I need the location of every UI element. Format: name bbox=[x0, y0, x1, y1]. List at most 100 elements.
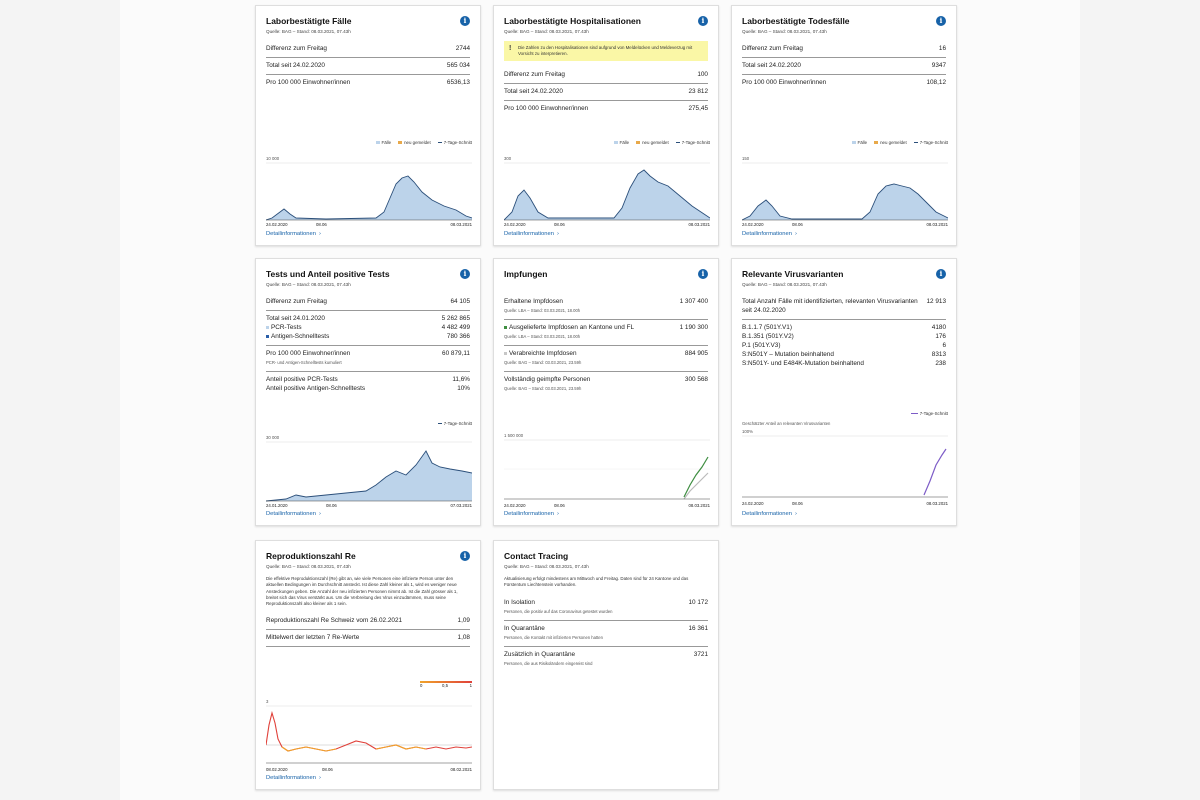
chevron-right-icon: › bbox=[318, 231, 321, 237]
card-source: Quelle: BAG – Stand: 08.03.2021, 07.43h bbox=[504, 29, 589, 34]
stat-row: Total Anzahl Fälle mit identifizierten, … bbox=[742, 294, 946, 320]
card-cases: Laborbestätigte Fälle Quelle: BAG – Stan… bbox=[255, 5, 481, 246]
vacc-plot bbox=[504, 439, 710, 500]
card-title: Tests und Anteil positive Tests bbox=[266, 269, 390, 279]
stat-row: Reproduktionszahl Re Schweiz vom 26.02.2… bbox=[266, 613, 470, 631]
variant-row: S:N501Y – Mutation beinhaltend 8313 bbox=[742, 351, 946, 358]
card-title: Laborbestätigte Fälle bbox=[266, 16, 352, 26]
info-icon[interactable]: i bbox=[698, 16, 708, 26]
warning-box: ! Die Zahlen zu den Hospitalisationen sin… bbox=[504, 41, 708, 61]
info-icon[interactable]: i bbox=[936, 16, 946, 26]
stat-row: Anteil positive Antigen-Schnelltests 10% bbox=[266, 385, 470, 392]
color-scale: 0 0,5 1 bbox=[420, 681, 472, 688]
deaths-plot bbox=[742, 162, 948, 221]
repro-plot bbox=[266, 705, 472, 764]
info-icon[interactable]: i bbox=[936, 269, 946, 279]
detail-link[interactable]: Detailinformationen › bbox=[266, 775, 321, 781]
variant-row: S:N501Y- und E484K-Mutation beinhaltend 2… bbox=[742, 360, 946, 367]
card-reproduction: Reproduktionszahl Re Quelle: BAG – Stand… bbox=[255, 540, 481, 790]
contact-row: In Quarantäne Personen, die Kontakt mit i… bbox=[504, 621, 708, 647]
card-tests: Tests und Anteil positive Tests Quelle: … bbox=[255, 258, 481, 526]
chevron-right-icon: › bbox=[318, 775, 321, 781]
contact-row: Zusätzlich in Quarantäne Personen, die au… bbox=[504, 650, 708, 666]
detail-link[interactable]: Detailinformationen › bbox=[742, 231, 797, 237]
chart-legend: Fälle neu gemeldet 7-Tage-Schnitt bbox=[742, 140, 948, 145]
y-max-label: 150 bbox=[742, 156, 750, 161]
variant-row: P.1 (501Y.V3) 6 bbox=[742, 342, 946, 349]
card-source: Quelle: BAG – Stand: 08.03.2021, 07.43h bbox=[266, 29, 351, 34]
y-max-label: 100% bbox=[742, 429, 753, 434]
chevron-right-icon: › bbox=[794, 231, 797, 237]
y-max-label: 30 000 bbox=[266, 435, 280, 440]
cases-chart: Fälle neu gemeldet 7-Tage-Schnitt 10 000… bbox=[266, 140, 472, 227]
stat-row: Anteil positive PCR-Tests 11,6% bbox=[266, 376, 470, 383]
chart-legend: 7-Tage-Schnitt bbox=[742, 411, 948, 416]
card-variants: Relevante Virusvarianten Quelle: BAG – S… bbox=[731, 258, 957, 526]
vacc-row: Erhaltene Impfdosen Quelle: LBA – Stand: … bbox=[504, 294, 708, 320]
description: Die effektive Reproduktionszahl (Re) gib… bbox=[266, 576, 458, 607]
detail-link[interactable]: Detailinformationen › bbox=[742, 511, 797, 517]
chevron-right-icon: › bbox=[794, 511, 797, 517]
card-source: Quelle: BAG – Stand: 08.03.2021, 07.43h bbox=[742, 282, 827, 287]
card-contact-tracing: Contact Tracing Quelle: BAG – Stand: 08.… bbox=[493, 540, 719, 790]
card-source: Quelle: BAG – Stand: 08.03.2021, 07.43h bbox=[266, 564, 351, 569]
stat-row: Total seit 24.02.2020 565 034 bbox=[266, 58, 470, 75]
stat-row: Differenz zum Freitag 2744 bbox=[266, 41, 470, 58]
card-deaths: Laborbestätigte Todesfälle Quelle: BAG –… bbox=[731, 5, 957, 246]
y-max-label: 10 000 bbox=[266, 156, 280, 161]
stat-row: Total seit 24.02.2020 9347 bbox=[742, 58, 946, 75]
variants-plot bbox=[742, 435, 948, 498]
info-icon[interactable]: i bbox=[460, 16, 470, 26]
variant-row: B.1.1.7 (501Y.V1) 4180 bbox=[742, 324, 946, 331]
chevron-right-icon: › bbox=[318, 511, 321, 517]
stat-row: Differenz zum Freitag 100 bbox=[504, 67, 708, 84]
y-max-label: 3 bbox=[266, 699, 269, 704]
stat-group: Total seit 24.01.2020 5 262 865 PCR-Tests… bbox=[266, 311, 470, 346]
hosp-plot bbox=[504, 162, 710, 221]
cases-plot bbox=[266, 162, 472, 221]
chart-legend: Fälle neu gemeldet 7-Tage-Schnitt bbox=[504, 140, 710, 145]
warning-icon: ! bbox=[509, 45, 512, 52]
detail-link[interactable]: Detailinformationen › bbox=[504, 511, 559, 517]
vacc-row: Vollständig geimpfte Personen Quelle: BAG… bbox=[504, 376, 708, 391]
vacc-row: Verabreichte Impfdosen Quelle: BAG – Stan… bbox=[504, 346, 708, 372]
card-title: Impfungen bbox=[504, 269, 548, 279]
tests-plot bbox=[266, 441, 472, 502]
vacc-row: Ausgelieferte Impfdosen an Kantone und F… bbox=[504, 320, 708, 346]
chevron-right-icon: › bbox=[556, 231, 559, 237]
detail-link[interactable]: Detailinformationen › bbox=[266, 231, 321, 237]
card-source: Quelle: BAG – Stand: 08.03.2021, 07.43h bbox=[266, 282, 351, 287]
info-icon[interactable]: i bbox=[460, 551, 470, 561]
hosp-chart: Fälle neu gemeldet 7-Tage-Schnitt 300 24… bbox=[504, 140, 710, 227]
chart-legend: 7-Tage-Schnitt bbox=[266, 421, 472, 426]
card-source: Quelle: BAG – Stand: 08.03.2021, 07.43h bbox=[504, 564, 589, 569]
stat-row: Differenz zum Freitag 64 105 bbox=[266, 294, 470, 311]
detail-link[interactable]: Detailinformationen › bbox=[504, 231, 559, 237]
contact-row: In Isolation Personen, die positiv auf da… bbox=[504, 595, 708, 621]
card-title: Contact Tracing bbox=[504, 551, 569, 561]
stat-row: Pro 100 000 Einwohner/innen PCR- und Anti… bbox=[266, 346, 470, 372]
card-title: Reproduktionszahl Re bbox=[266, 551, 356, 561]
chart-caption: Geschätzter Anteil an relevanten Virusva… bbox=[742, 421, 831, 426]
stat-row: Pro 100 000 Einwohner/innen 275,45 bbox=[504, 105, 708, 112]
info-icon[interactable]: i bbox=[698, 269, 708, 279]
stat-row: Differenz zum Freitag 16 bbox=[742, 41, 946, 58]
card-vaccinations: Impfungen i Erhaltene Impfdosen Quelle: L… bbox=[493, 258, 719, 526]
detail-link[interactable]: Detailinformationen › bbox=[266, 511, 321, 517]
card-hospitalisations: Laborbestätigte Hospitalisationen Quelle… bbox=[493, 5, 719, 246]
card-title: Relevante Virusvarianten bbox=[742, 269, 844, 279]
stat-row: Pro 100 000 Einwohner/innen 6536,13 bbox=[266, 79, 470, 86]
card-title: Laborbestätigte Todesfälle bbox=[742, 16, 850, 26]
variants-chart: 7-Tage-Schnitt Geschätzter Anteil an rel… bbox=[742, 411, 948, 506]
y-max-label: 1 500 000 bbox=[504, 433, 524, 438]
stat-row: Pro 100 000 Einwohner/innen 108,12 bbox=[742, 79, 946, 86]
description: Aktualisierung erfolgt mindestens am Mit… bbox=[504, 576, 689, 588]
deaths-chart: Fälle neu gemeldet 7-Tage-Schnitt 150 24… bbox=[742, 140, 948, 227]
chevron-right-icon: › bbox=[556, 511, 559, 517]
variant-row: B.1.351 (501Y.V2) 176 bbox=[742, 333, 946, 340]
stat-row: Total seit 24.02.2020 23 812 bbox=[504, 84, 708, 101]
y-max-label: 300 bbox=[504, 156, 512, 161]
tests-chart: 7-Tage-Schnitt 30 000 24.01.2020 08.06 0… bbox=[266, 421, 472, 508]
vacc-chart: 1 500 000 24.02.2020 08.06 08.03.2021 bbox=[504, 433, 710, 508]
info-icon[interactable]: i bbox=[460, 269, 470, 279]
